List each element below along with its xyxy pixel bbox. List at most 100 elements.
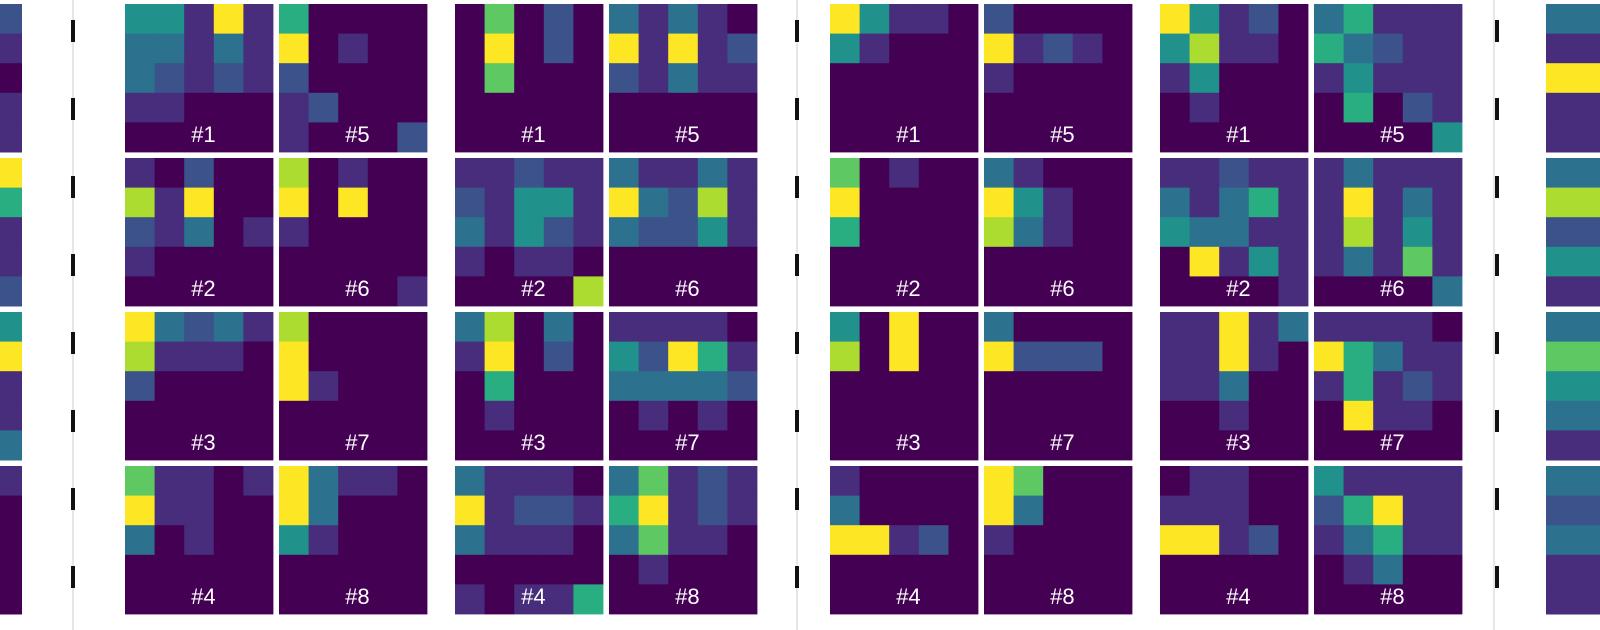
heatmap-cell <box>668 158 699 188</box>
heatmap-cell <box>1432 276 1463 307</box>
heatmap-cell <box>243 63 274 94</box>
heatmap-cell <box>308 312 339 342</box>
heatmap-cell <box>1248 246 1279 277</box>
heatmap-cell <box>918 63 949 94</box>
heatmap-cell <box>1072 246 1103 277</box>
heatmap-cell <box>1546 400 1600 431</box>
heatmap-cell <box>338 341 369 372</box>
heatmap-cell <box>1343 400 1374 431</box>
heatmap-cell <box>1072 276 1103 307</box>
heatmap-cell <box>367 466 398 496</box>
heatmap-cell <box>213 495 244 526</box>
heatmap-cell <box>668 400 699 431</box>
heatmap-cell <box>984 525 1014 556</box>
heatmap-cell <box>609 4 639 34</box>
heatmap-cell <box>1043 276 1074 307</box>
heatmap-cell <box>455 495 485 526</box>
heatmap-cell <box>1219 341 1250 372</box>
heatmap-cell <box>243 341 274 372</box>
heatmap-cell <box>697 554 728 585</box>
panel-label: #6 <box>345 276 369 301</box>
heatmap-cell <box>697 122 728 153</box>
heatmap-cell <box>638 246 669 277</box>
heatmap-cell <box>727 525 758 556</box>
heatmap-cell <box>243 33 274 64</box>
heatmap-cell <box>484 158 515 188</box>
heatmap-cell <box>668 122 699 153</box>
heatmap-cell <box>830 400 860 431</box>
heatmap-cell <box>455 400 485 431</box>
heatmap-cell <box>338 430 369 461</box>
heatmap-cell <box>243 554 274 585</box>
heatmap-cell <box>1248 495 1279 526</box>
heatmap-cell <box>367 371 398 402</box>
heatmap-cell <box>697 525 728 556</box>
heatmap-cell <box>1013 584 1044 615</box>
heatmap-cell <box>484 246 515 277</box>
heatmap-cell <box>573 584 604 615</box>
heatmap-cell <box>543 430 574 461</box>
heatmap-cell <box>1189 371 1220 402</box>
heatmap-cell <box>1219 554 1250 585</box>
heatmap-cell <box>1102 525 1133 556</box>
heatmap-cell <box>0 4 22 35</box>
heatmap-cell <box>308 158 339 188</box>
heatmap-cell <box>514 246 545 277</box>
heatmap-cell <box>1102 466 1133 496</box>
heatmap-cell <box>1432 63 1463 94</box>
heatmap-cell <box>1102 554 1133 585</box>
heatmap-panel-4-n5: #5 <box>1314 4 1463 153</box>
heatmap-cell <box>397 63 428 94</box>
heatmap-cell <box>1043 187 1074 218</box>
heatmap-cell <box>1546 4 1600 35</box>
heatmap-cell <box>184 341 215 372</box>
heatmap-cell <box>638 430 669 461</box>
heatmap-cell <box>1343 63 1374 94</box>
heatmap-cell <box>308 495 339 526</box>
heatmap-cell <box>308 276 339 307</box>
heatmap-cell <box>184 400 215 431</box>
heatmap-cell <box>727 495 758 526</box>
heatmap-cell <box>948 400 979 431</box>
heatmap-cell <box>859 371 890 402</box>
heatmap-cell <box>308 466 339 496</box>
heatmap-cell <box>918 430 949 461</box>
heatmap-cell <box>859 122 890 153</box>
heatmap-cell <box>609 554 639 585</box>
heatmap-cell <box>154 122 185 153</box>
heatmap-cell <box>184 246 215 277</box>
heatmap-cell <box>609 122 639 153</box>
heatmap-cell <box>0 217 22 248</box>
heatmap-cell <box>1013 63 1044 94</box>
heatmap-cell <box>484 312 515 342</box>
heatmap-cell <box>1248 158 1279 188</box>
heatmap-cell <box>338 525 369 556</box>
heatmap-cell <box>830 584 860 615</box>
heatmap-cell <box>213 430 244 461</box>
heatmap-cell <box>859 584 890 615</box>
heatmap-cell <box>1546 312 1600 343</box>
heatmap-cell <box>668 246 699 277</box>
heatmap-cell <box>889 122 920 153</box>
heatmap-cell <box>573 33 604 64</box>
panel-label: #5 <box>1050 122 1074 147</box>
heatmap-cell <box>859 4 890 34</box>
panel-label: #3 <box>1226 430 1250 455</box>
heatmap-cell <box>1402 312 1433 342</box>
heatmap-cell <box>889 187 920 218</box>
heatmap-cell <box>1546 217 1600 248</box>
heatmap-cell <box>1013 312 1044 342</box>
heatmap-cell <box>830 430 860 461</box>
heatmap-cell <box>397 371 428 402</box>
heatmap-cell <box>1189 525 1220 556</box>
heatmap-cell <box>727 341 758 372</box>
heatmap-panel-3-n6: #6 <box>984 158 1133 307</box>
heatmap-cell <box>1043 525 1074 556</box>
heatmap-cell <box>1314 246 1344 277</box>
heatmap-cell <box>213 371 244 402</box>
heatmap-cell <box>455 92 485 123</box>
heatmap-panel-1-n3: #3 <box>125 312 274 461</box>
heatmap-cell <box>367 122 398 153</box>
heatmap-cell <box>397 217 428 248</box>
